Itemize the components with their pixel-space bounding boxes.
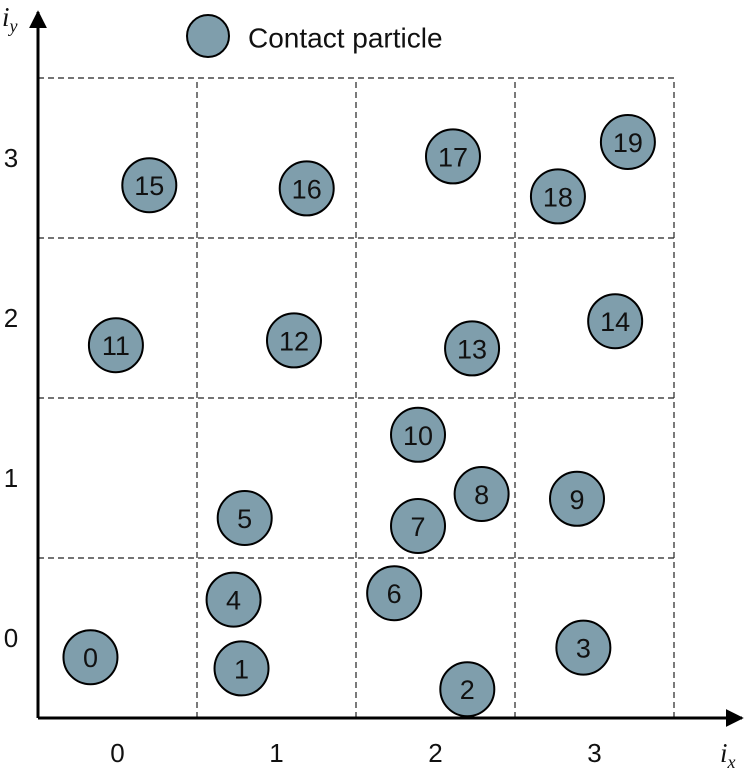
y-tick-label: 2 [4, 303, 18, 333]
particle-15: 15 [121, 157, 178, 214]
x-tick-label: 2 [428, 738, 442, 768]
particle-circle [444, 320, 501, 377]
particle-12: 12 [265, 312, 322, 369]
particle-circle [453, 466, 510, 522]
particle-circle [213, 640, 270, 697]
y-tick-label: 0 [4, 623, 18, 653]
particle-6: 6 [366, 565, 423, 622]
particle-circle [265, 312, 322, 369]
particle-17: 17 [424, 128, 481, 185]
particle-label: 7 [410, 512, 425, 542]
legend: Contact particle [186, 14, 443, 58]
particle-19: 19 [599, 114, 656, 170]
particle-4: 4 [205, 571, 262, 628]
x-axis-subscript: x [727, 752, 736, 772]
particle-circle [390, 406, 447, 463]
particle-label: 12 [279, 326, 309, 356]
particle-7: 7 [390, 498, 447, 554]
particle-label: 11 [102, 331, 130, 361]
legend-label: Contact particle [248, 23, 443, 54]
particle-label: 6 [387, 579, 402, 609]
particle-label: 13 [457, 334, 487, 364]
x-tick-labels: 0 1 2 3 [110, 738, 601, 768]
particle-label: 4 [226, 586, 241, 616]
particle-label: 14 [600, 307, 630, 337]
particle-label: 2 [460, 675, 475, 705]
particle-13: 13 [444, 320, 501, 377]
particle-label: 18 [543, 182, 573, 212]
x-tick-label: 1 [269, 738, 283, 768]
particle-label: 10 [403, 421, 433, 451]
y-axis-symbol: i [2, 2, 10, 32]
y-tick-labels: 0 1 2 3 [4, 143, 18, 653]
particle-circle [87, 317, 144, 374]
particle-label: 8 [474, 480, 489, 510]
particle-label: 5 [237, 504, 252, 534]
dashed-grid [38, 77, 675, 718]
particle-circle [549, 470, 606, 527]
y-axis-subscript: y [8, 16, 18, 36]
y-tick-label: 3 [4, 143, 18, 173]
particle-circle [390, 498, 447, 554]
particle-10: 10 [390, 406, 447, 463]
particle-circle [439, 661, 496, 718]
particle-label: 19 [613, 128, 643, 158]
particle-circle [62, 629, 119, 686]
particle-label: 0 [83, 643, 98, 673]
y-tick-label: 1 [4, 463, 18, 493]
x-tick-label: 0 [110, 738, 124, 768]
y-axis-title: iy [2, 2, 18, 36]
particle-circle [121, 157, 178, 214]
particle-2: 2 [439, 661, 496, 718]
particle-circle [555, 619, 612, 676]
particle-14: 14 [587, 293, 644, 350]
particle-circle [529, 168, 586, 225]
x-axis-title: ix [720, 738, 736, 772]
particle-9: 9 [549, 470, 606, 527]
particle-0: 0 [62, 629, 119, 686]
particle-label: 17 [438, 142, 468, 172]
particle-circle [205, 571, 262, 628]
particle-label: 16 [292, 174, 322, 204]
particle-8: 8 [453, 466, 510, 522]
particle-11: 11 [87, 317, 144, 374]
particle-circle [599, 114, 656, 170]
particle-label: 3 [576, 634, 591, 664]
x-tick-label: 3 [587, 738, 601, 768]
particle-circle [587, 293, 644, 350]
particle-1: 1 [213, 640, 270, 697]
particle-label: 1 [234, 654, 249, 684]
particle-5: 5 [216, 490, 273, 546]
x-axis-symbol: i [720, 738, 728, 768]
particle-label: 15 [134, 171, 164, 201]
particle-3: 3 [555, 619, 612, 676]
particle-circle [278, 160, 335, 217]
particle-circle [216, 490, 273, 546]
particle-circle [424, 128, 481, 185]
particle-18: 18 [529, 168, 586, 225]
axes [29, 10, 744, 727]
particle-16: 16 [278, 160, 335, 217]
contact-particle-icon [186, 14, 230, 58]
particle-circle [366, 565, 423, 622]
particle-label: 9 [569, 485, 584, 515]
